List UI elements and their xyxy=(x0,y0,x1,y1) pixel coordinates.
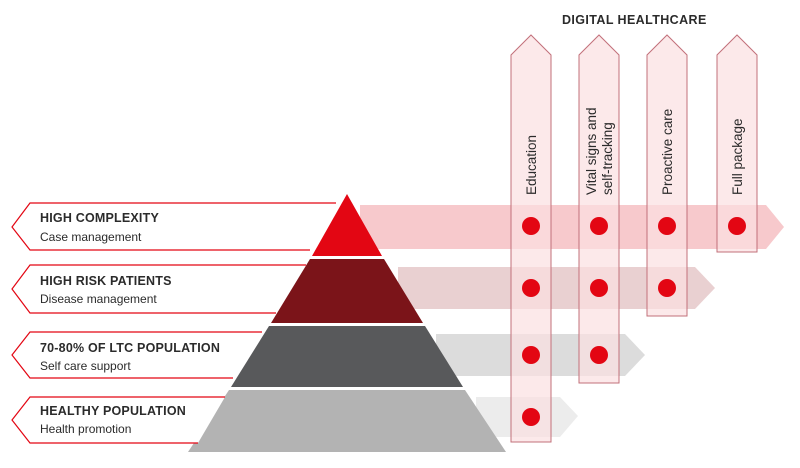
label-subtitle-high-risk: Disease management xyxy=(40,292,157,306)
dot-high-risk-col3 xyxy=(658,279,676,297)
label-frame-high-complexity xyxy=(11,202,336,251)
dot-high-complexity-col4 xyxy=(728,217,746,235)
column-vital-signs xyxy=(578,34,620,384)
column-full-package xyxy=(716,34,758,253)
service-columns xyxy=(510,34,758,443)
dot-high-complexity-col3 xyxy=(658,217,676,235)
column-label-proactive-care: Proactive care xyxy=(660,109,675,195)
label-subtitle-ltc-population: Self care support xyxy=(40,359,131,373)
label-title-high-risk: HIGH RISK PATIENTS xyxy=(40,274,172,288)
band-high-risk xyxy=(398,267,715,309)
label-title-healthy-population: HEALTHY POPULATION xyxy=(40,404,186,418)
dot-ltc-population-col1 xyxy=(522,346,540,364)
label-title-ltc-population: 70-80% OF LTC POPULATION xyxy=(40,341,220,355)
diagram-header-title: DIGITAL HEALTHCARE xyxy=(562,13,707,27)
service-dots xyxy=(522,217,746,426)
pyramid-tier-ltc-population xyxy=(231,326,463,387)
pyramid-tier-high-complexity xyxy=(312,194,382,256)
label-subtitle-high-complexity: Case management xyxy=(40,230,142,244)
column-label-full-package: Full package xyxy=(730,118,745,195)
pyramid-tier-healthy-population xyxy=(188,390,506,452)
label-frame-ltc-population xyxy=(11,331,262,379)
dot-high-complexity-col1 xyxy=(522,217,540,235)
column-label-vital-signs-line1: Vital signs and xyxy=(584,107,599,195)
column-label-vital-signs-line2: self-tracking xyxy=(600,122,615,195)
dot-high-risk-col1 xyxy=(522,279,540,297)
pyramid xyxy=(188,194,506,452)
label-subtitle-healthy-population: Health promotion xyxy=(40,422,131,436)
pyramid-tier-high-risk xyxy=(271,259,423,323)
column-proactive-care xyxy=(646,34,688,317)
dot-healthy-population-col1 xyxy=(522,408,540,426)
label-frame-healthy-population xyxy=(11,396,225,444)
dot-high-risk-col2 xyxy=(590,279,608,297)
level-labels: HIGH COMPLEXITY Case management HIGH RIS… xyxy=(11,202,336,444)
column-label-education: Education xyxy=(524,135,539,195)
label-frame-high-risk xyxy=(11,264,306,314)
column-education xyxy=(510,34,552,443)
dot-ltc-population-col2 xyxy=(590,346,608,364)
dot-high-complexity-col2 xyxy=(590,217,608,235)
label-title-high-complexity: HIGH COMPLEXITY xyxy=(40,211,159,225)
